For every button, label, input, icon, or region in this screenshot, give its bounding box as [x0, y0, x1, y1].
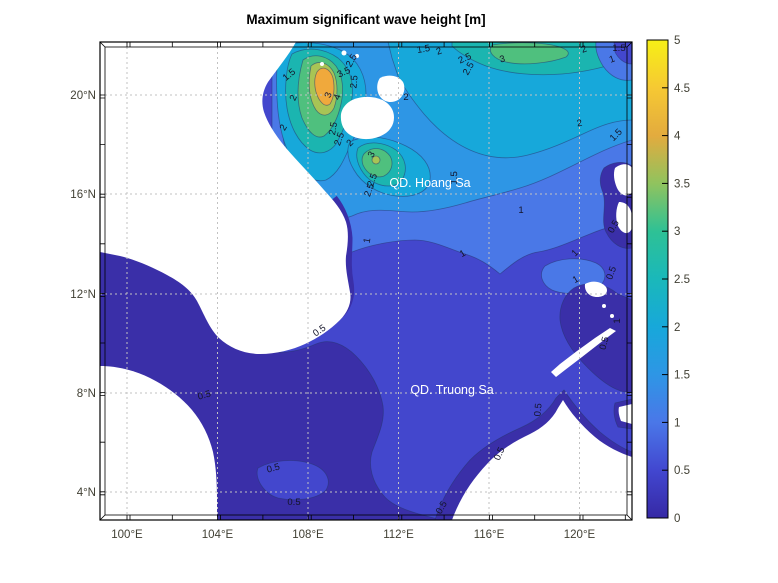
contour-label: 1: [569, 247, 581, 259]
contour-label: 2: [344, 137, 356, 149]
contour-label: 2.5: [332, 131, 347, 147]
land-leizhou: [377, 75, 405, 103]
contour-label: 3: [323, 91, 335, 100]
contour-label: 0.5: [266, 462, 282, 476]
x-tick-label: 100°E: [111, 529, 143, 541]
contour-label: 2: [576, 118, 583, 130]
y-tick-label: 16°N: [70, 189, 96, 201]
frame-tick-separators: [100, 42, 632, 520]
colorbar-tick-label: 0.5: [674, 465, 690, 477]
island-group-annotation: QD. Truong Sa: [410, 383, 493, 397]
land-islet: [602, 304, 606, 308]
x-tick-label: 116°E: [474, 529, 505, 541]
contour-label: 2.5: [457, 51, 474, 67]
land-islet: [610, 314, 614, 318]
land-luzon-north: [613, 164, 632, 196]
contour-label: 1: [612, 318, 623, 323]
colorbar-tick-label: 0: [674, 513, 680, 525]
x-tick-label: 104°E: [202, 529, 234, 541]
contour-label: 2: [288, 93, 300, 102]
contour-label: 3: [498, 54, 506, 66]
colorbar-tick-label: 4.5: [674, 83, 690, 95]
land-hainan: [340, 96, 394, 140]
contour-label: 0.5: [287, 497, 300, 508]
x-tick-label: 112°E: [383, 529, 414, 541]
land-indochina-china: [100, 42, 351, 354]
contour-label: 0.5: [492, 446, 508, 463]
colorbar-tick-label: 3.5: [674, 178, 690, 190]
contour-label: 1.5: [416, 43, 431, 56]
land-islet: [341, 50, 347, 56]
land-malay-peninsula: [100, 366, 217, 520]
contour-label: 4: [332, 93, 344, 102]
y-tick-label: 8°N: [77, 388, 96, 400]
colorbar-tick-label: 5: [674, 35, 680, 47]
colorbar-tick-label: 1: [674, 417, 680, 429]
contour-label: 1: [458, 248, 468, 260]
colorbar-tick-label: 1.5: [674, 370, 690, 382]
contour-label: 1.5: [449, 171, 460, 185]
contour-label: 1.5: [612, 43, 625, 54]
contour-label: 1: [518, 205, 523, 216]
land-rightedge-islet: [618, 404, 632, 424]
map-annotations: QD. Hoang Sa QD. Truong Sa: [389, 176, 493, 397]
contour-label: 0.5: [598, 336, 612, 352]
colorbar-tick-label: 2: [674, 322, 680, 334]
bottom-patch-0_5-1: [256, 460, 329, 501]
land-borneo: [452, 400, 632, 520]
y-tick-label: 4°N: [77, 487, 96, 499]
contour-label: 2.5: [365, 172, 380, 188]
contour-label: 2.5: [327, 121, 340, 136]
colorbar: [646, 39, 669, 519]
contour-label: 1: [571, 274, 581, 286]
contour-label: 3: [366, 150, 378, 160]
contour-label: 2.5: [348, 75, 360, 89]
tonkin-band-4-4_5-peak: [314, 67, 335, 106]
sea-band-3-3_5-top: [489, 42, 569, 65]
y-tick-label: 20°N: [70, 90, 96, 102]
colorbar-tick-label: 3: [674, 226, 680, 238]
land-islet: [320, 62, 324, 66]
colorbar-tick-labels: 0 0.5 1 1.5 2 2.5 3 3.5 4 4.5 5: [674, 35, 690, 525]
x-axis-tick-labels: 100°E 104°E 108°E 112°E 116°E 120°E: [111, 529, 595, 541]
contour-label: 0.5: [197, 389, 213, 403]
colorbar-ticks: [662, 39, 668, 519]
y-axis-tick-labels: 20°N 16°N 12°N 8°N 4°N: [70, 90, 96, 499]
land-mindoro: [584, 281, 607, 297]
contour-label: 1: [608, 54, 617, 66]
contour-label: 0.5: [532, 403, 544, 417]
contour-label: 3.5: [336, 65, 353, 81]
x-tick-label: 120°E: [564, 529, 596, 541]
island-group-annotation: QD. Hoang Sa: [389, 176, 470, 190]
x-tick-label: 108°E: [292, 529, 324, 541]
chart-title: Maximum significant wave height [m]: [246, 12, 486, 27]
colorbar-tick-label: 2.5: [674, 274, 690, 286]
map-frame: [99, 41, 633, 521]
contour-label: 2: [435, 46, 444, 58]
contour-label: 0.5: [604, 265, 619, 281]
land-masses: [100, 42, 632, 520]
land-islet: [355, 54, 359, 58]
contour-label: 2: [403, 92, 408, 103]
contour-label: 2: [580, 44, 589, 56]
land-palawan: [551, 328, 616, 377]
hainan-south-band-3_5-4: [371, 155, 381, 165]
contour-label: 2.5: [362, 182, 377, 198]
colorbar-tick-label: 4: [674, 131, 681, 143]
contour-label: 1: [362, 237, 374, 244]
contour-label: 2: [278, 123, 290, 133]
land-luzon-south: [616, 202, 632, 234]
graticule: [100, 42, 632, 520]
sea-contour-bands: [100, 42, 632, 520]
y-tick-label: 12°N: [70, 289, 96, 301]
